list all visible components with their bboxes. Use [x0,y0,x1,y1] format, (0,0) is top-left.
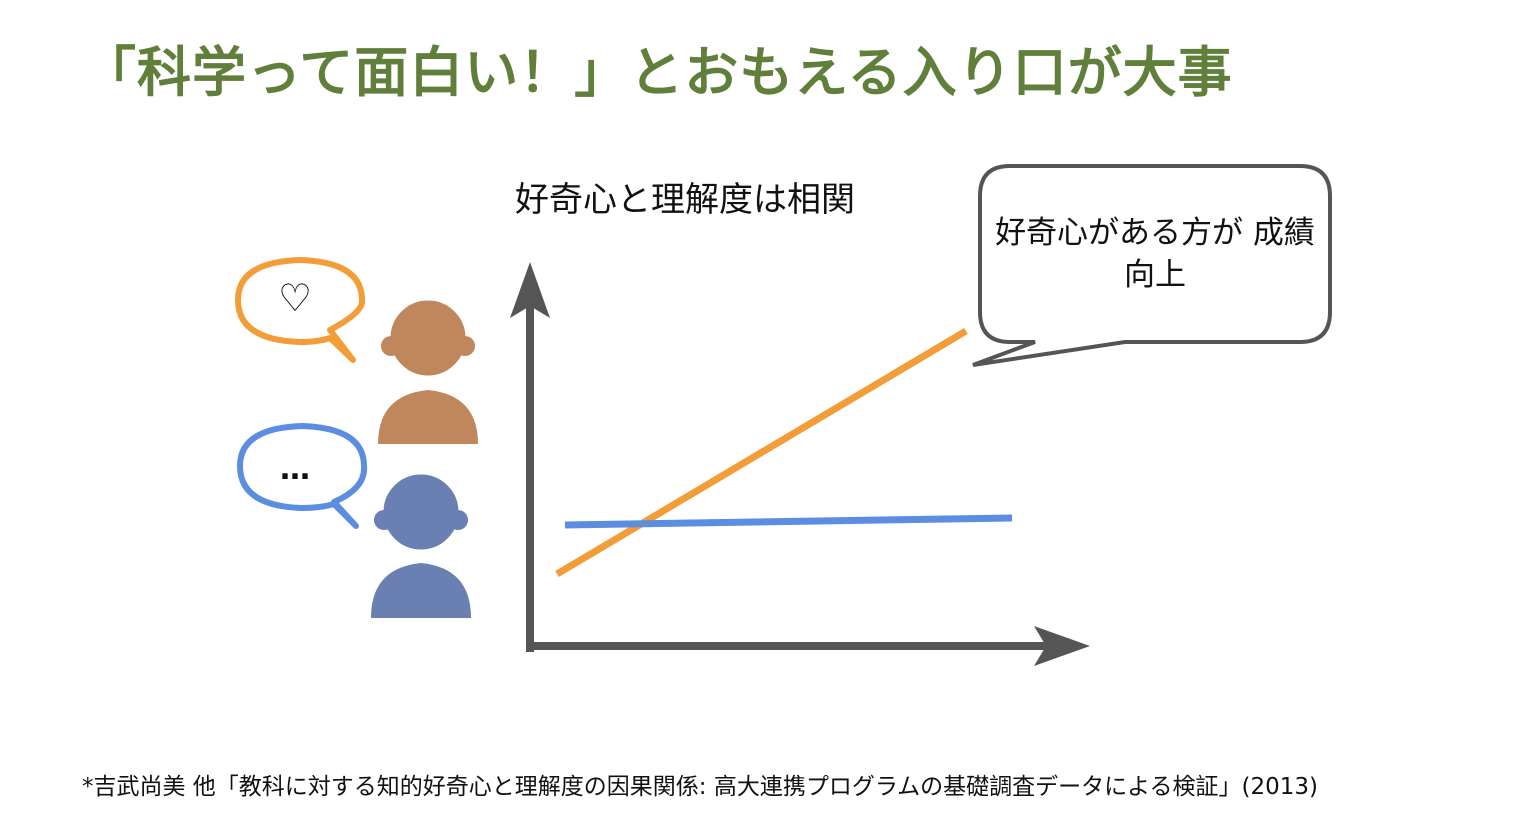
ellipsis-icon: … [280,452,310,487]
x-axis-arrowhead [1034,626,1090,666]
curious-trend-line [555,327,968,578]
chart-label: 好奇心と理解度は相関 [515,180,855,220]
slide-title: 「科学って面白い！」とおもえる入り口が大事 [82,41,1233,104]
citation: *吉武尚美 他「教科に対する知的好奇心と理解度の因果関係: 高大連携プログラムの… [82,774,1318,800]
uncurious-person-icon [371,469,471,618]
callout-text: 好奇心がある方が 成績向上 [995,215,1315,293]
heart-icon: ♡ [278,276,313,320]
curious-speech-bubble [235,257,366,363]
callout-bubble [972,164,1332,367]
uncurious-speech-bubble [237,423,368,529]
y-axis-arrowhead [510,262,550,318]
uncurious-trend-line [564,514,1013,529]
curious-person-icon [378,295,478,444]
